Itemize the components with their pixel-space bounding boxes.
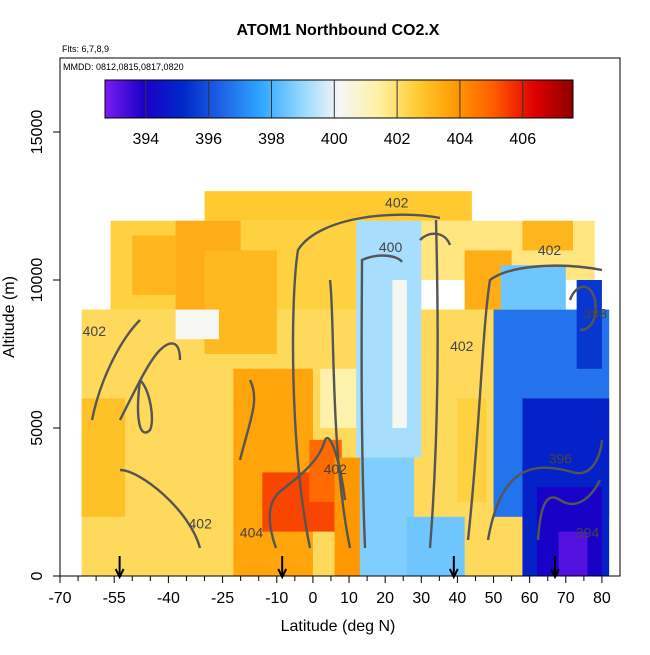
heatmap-cell [359,457,415,576]
x-axis: -70 -55 -40 -25 -10 0 10 20 30 40 50 60 70 80 [48,575,611,607]
x-tick-label: 30 [412,590,430,607]
y-axis-label: Altitude (m) [1,276,18,358]
colorbar: 394 396 398 400 402 404 406 [104,79,574,148]
chart-annotation: MMDD: 0812,0815,0817,0820 [63,62,184,72]
colorbar-tick-label: 404 [447,131,474,148]
heatmap-cell [356,220,422,458]
flight-marker-arrowhead [448,568,459,580]
contour-line [291,213,441,549]
contour-label: 402 [538,242,562,258]
y-axis: 0 5000 10000 15000 [29,110,60,580]
colorbar-tick-label: 406 [509,131,536,148]
colorbar-tick-label: 402 [384,131,411,148]
contour-line [118,342,182,421]
contour-line [268,436,347,549]
y-tick-label: 15000 [29,110,46,155]
contour-label: 398 [584,305,608,321]
x-tick-label: -70 [48,590,71,607]
x-tick-label: -55 [103,590,126,607]
flight-marker-arrowhead [277,568,288,580]
contour-layer [90,213,604,549]
contour-label: 402 [83,323,107,339]
x-tick-label: 50 [485,590,503,607]
x-tick-label: 0 [308,590,317,607]
x-tick-label: 60 [521,590,539,607]
heatmap-cell [320,368,360,428]
contour-label: 404 [240,525,264,541]
x-tick-label: -10 [265,590,288,607]
x-tick-label: 20 [376,590,394,607]
contour-line [428,219,439,549]
contour-label: 402 [385,194,409,210]
colorbar-tick-label: 398 [258,131,285,148]
heatmap-cell [132,235,176,295]
contour-line [536,479,602,541]
x-tick-label: 70 [557,590,575,607]
contour-label: 394 [576,525,600,541]
heatmap-cell [406,516,465,576]
heatmap-cell [558,531,588,576]
heatmap-cell [175,309,219,340]
heatmap-cell [522,220,574,251]
contour-line [486,439,604,541]
colorbar-tick-label: 394 [132,131,159,148]
contour-label: 400 [379,239,403,255]
y-tick-label: 0 [29,571,46,580]
chart-subtitle: Flts: 6,7,8,9 [62,44,109,54]
flight-marker-layer [114,556,560,580]
colorbar-tick-label: 396 [195,131,222,148]
heatmap-cell [576,280,602,369]
contour-line [419,232,452,246]
x-tick-label: -40 [157,590,180,607]
x-tick-label: 40 [449,590,467,607]
flight-marker-arrowhead [114,568,125,580]
x-tick-label: 10 [340,590,358,607]
contour-label: 402 [189,516,213,532]
colorbar-bar [104,79,574,119]
contour-label: 402 [450,338,474,354]
heatmap-cell [392,280,407,428]
y-tick-label: 10000 [29,258,46,303]
heatmap-cell [81,398,126,517]
contour-line [360,254,403,549]
chart-title: ATOM1 Northbound CO2.X [237,22,440,39]
contour-label: 396 [549,451,573,467]
colorbar-tick-label: 400 [321,131,348,148]
contour-label: 402 [324,461,348,477]
contour-label-layer: 402 400 402 402 398 402 402 396 402 404 394 [83,194,608,540]
x-axis-label: Latitude (deg N) [281,618,396,635]
x-tick-label: -25 [211,590,234,607]
colorbar-ticks: 394 396 398 400 402 404 406 [132,80,536,148]
heatmap-cell [500,265,566,310]
contour-line [119,468,202,549]
contour-line [328,279,352,549]
contour-line [466,264,603,541]
contour-line [238,379,256,461]
heatmap-cell [457,398,487,502]
contour-line [568,285,597,332]
y-tick-label: 5000 [29,410,46,446]
contour-line [90,319,141,421]
x-tick-label: 80 [593,590,611,607]
contour-line [136,379,154,434]
flight-marker-arrowhead [550,568,560,580]
